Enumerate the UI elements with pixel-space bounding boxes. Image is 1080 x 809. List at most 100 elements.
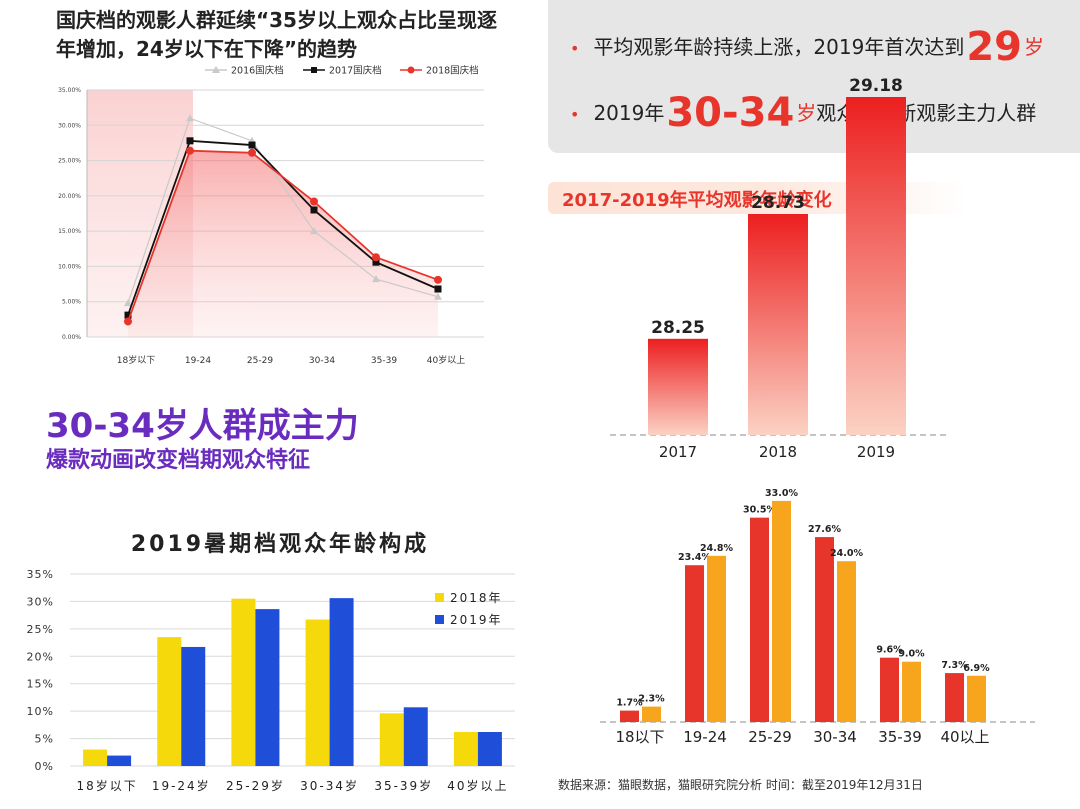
legend-marker — [212, 66, 220, 73]
legend-marker — [407, 66, 415, 74]
bar-value-label: 9.0% — [898, 649, 925, 660]
bar-value-label: 28.25 — [651, 318, 705, 338]
bar-value-label: 7.3% — [941, 660, 968, 671]
y-tick-label: 25% — [27, 623, 54, 636]
legend-label: 2019年 — [450, 613, 503, 627]
bar-value-label: 29.18 — [849, 76, 903, 96]
y-tick-label: 5% — [35, 733, 54, 746]
summer-chart-title: 2019暑期档观众年龄构成 — [130, 532, 430, 557]
y-tick-label: 20% — [27, 650, 54, 663]
headline-line-1: 国庆档的观影人群延续“35岁以上观众占比呈现逐 — [56, 8, 497, 32]
x-tick-label: 30-34岁 — [300, 778, 359, 793]
bar — [902, 661, 921, 722]
bar-2019年 — [255, 609, 280, 766]
legend-label: 2016国庆档 — [231, 65, 284, 77]
bar-2019年 — [329, 598, 354, 766]
bar-2019年 — [107, 755, 132, 766]
bar-2018年 — [305, 619, 330, 766]
x-tick-label: 25-29 — [247, 356, 273, 366]
bar-value-label: 24.0% — [830, 548, 863, 559]
bar-value-label: 24.8% — [700, 543, 733, 554]
data-point — [434, 275, 442, 284]
bar — [750, 517, 769, 722]
x-tick-label: 19-24岁 — [152, 778, 211, 793]
y-tick-label: 30% — [27, 595, 54, 608]
y-tick-label: 10.00% — [58, 263, 81, 270]
x-tick-label: 35-39岁 — [374, 778, 433, 793]
bullet-dot-icon: • — [570, 105, 580, 124]
bar-value-label: 27.6% — [808, 524, 841, 535]
bar — [945, 673, 964, 722]
data-point — [124, 317, 132, 326]
x-tick-label: 18岁以下 — [117, 354, 155, 366]
x-tick-label: 35-39 — [371, 356, 397, 366]
y-tick-label: 0% — [35, 760, 54, 773]
avg-age-bar-chart: 28.25 2017 28.73 2018 29.18 2019 — [610, 76, 950, 461]
data-point — [434, 285, 442, 293]
bar — [967, 675, 986, 722]
bar-2018年 — [231, 598, 256, 766]
data-point — [310, 206, 318, 214]
x-tick-label: 18岁以下 — [76, 778, 137, 793]
x-tick-label: 25-29岁 — [226, 778, 285, 793]
area-2018 — [128, 150, 438, 337]
bar-2019年 — [403, 707, 428, 766]
bar-value-label: 1.7% — [616, 698, 643, 709]
data-point — [372, 275, 380, 283]
data-point — [372, 258, 380, 266]
summary-callout: • 平均观影年龄持续上涨，2019年首次达到29 岁 • 2019年30-34 岁观众成… — [548, 0, 1080, 153]
legend-swatch — [435, 593, 444, 602]
banner-text: 2017-2019年平均观影年龄变化 — [562, 190, 832, 211]
callout-bullet-2: • 2019年30-34 岁观众成为新观影主力人群 — [570, 90, 1036, 136]
bullet-2-number: 30-34 — [666, 90, 795, 136]
data-point — [248, 148, 256, 157]
bar-value-label: 30.5% — [743, 505, 776, 516]
legend-marker — [311, 67, 317, 73]
summer-age-bar-chart: 0% 5% 10% 15% 20% 25% 30% 35% 18岁以下 19-24岁 25-29岁… — [27, 568, 515, 793]
data-point — [124, 299, 132, 307]
bar-value-label: 33.0% — [765, 488, 798, 499]
bar-2019年 — [181, 646, 206, 766]
national-day-line-chart: 0.00% 5.00% 10.00% 15.00% 20.00% 25.00% 30.00%… — [58, 65, 484, 366]
data-point — [372, 253, 380, 262]
bar — [880, 657, 899, 722]
bar-value-label: 23.4% — [678, 552, 711, 563]
callout-bullet-1: • 平均观影年龄持续上涨，2019年首次达到29 岁 — [570, 24, 1044, 70]
bar-2019年 — [477, 731, 502, 766]
bar — [707, 555, 726, 722]
bullet-2-prefix: 2019年 — [593, 101, 665, 125]
data-point — [186, 114, 194, 122]
series-line-3 — [127, 149, 439, 322]
bar — [837, 561, 856, 722]
bar-2019 — [846, 97, 906, 435]
data-point — [310, 227, 318, 235]
bar-2017 — [648, 338, 708, 435]
source-note: 数据来源：猫眼数据，猫眼研究院分析 时间：截至2019年12月31日 — [558, 778, 923, 792]
y-tick-label: 10% — [27, 705, 54, 718]
bar — [772, 500, 791, 722]
x-tick-label: 18以下 — [615, 728, 664, 746]
bullet-dot-icon: • — [570, 39, 580, 58]
age-comparison-bar-chart: 1.7%2.3% 23.4%24.8% 30.5% 33.0% 27.6% 24.0% 9.… — [600, 488, 1035, 746]
y-tick-label: 15% — [27, 678, 54, 691]
purple-subheadline: 爆款动画改变档期观众特征 — [46, 448, 311, 473]
x-tick-label: 2018 — [759, 443, 797, 461]
x-tick-label: 2017 — [659, 443, 697, 461]
y-tick-label: 5.00% — [62, 299, 81, 306]
x-tick-label: 30-34 — [813, 728, 857, 746]
bar-2018年 — [83, 749, 108, 766]
purple-headline: 30-34岁人群成主力 — [46, 406, 359, 446]
bar-2018 — [748, 214, 808, 435]
x-tick-label: 2019 — [857, 443, 895, 461]
bar-2018年 — [157, 637, 182, 766]
headline: 国庆档的观影人群延续“35岁以上观众占比呈现逐 年增加，24岁以下在下降”的趋势 — [56, 6, 526, 64]
data-point — [434, 292, 442, 300]
legend-label: 2018年 — [450, 591, 503, 605]
legend-label: 2017国庆档 — [329, 65, 382, 77]
bullet-1-number: 29 — [966, 24, 1023, 70]
bar — [642, 706, 661, 722]
data-point — [124, 311, 132, 319]
data-point — [248, 141, 256, 149]
bar-value-label: 2.3% — [638, 694, 665, 705]
bar-value-label: 28.73 — [751, 193, 805, 213]
